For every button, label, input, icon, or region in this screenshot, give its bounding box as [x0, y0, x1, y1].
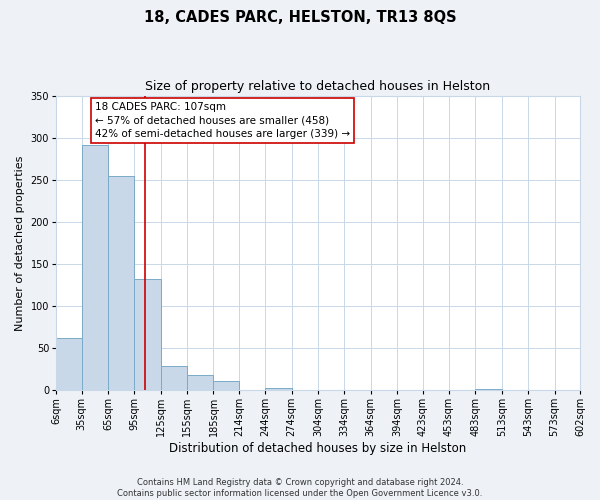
Bar: [187, 375, 214, 390]
X-axis label: Distribution of detached houses by size in Helston: Distribution of detached houses by size …: [169, 442, 467, 455]
Text: 18 CADES PARC: 107sqm
← 57% of detached houses are smaller (458)
42% of semi-det: 18 CADES PARC: 107sqm ← 57% of detached …: [95, 102, 350, 139]
Y-axis label: Number of detached properties: Number of detached properties: [15, 155, 25, 330]
Bar: [56, 338, 82, 390]
Text: Contains HM Land Registry data © Crown copyright and database right 2024.
Contai: Contains HM Land Registry data © Crown c…: [118, 478, 482, 498]
Text: 18, CADES PARC, HELSTON, TR13 8QS: 18, CADES PARC, HELSTON, TR13 8QS: [143, 10, 457, 25]
Bar: [108, 176, 134, 390]
Title: Size of property relative to detached houses in Helston: Size of property relative to detached ho…: [145, 80, 491, 93]
Bar: [214, 381, 239, 390]
Bar: [161, 366, 187, 390]
Bar: [82, 145, 108, 390]
Bar: [134, 279, 161, 390]
Bar: [265, 388, 292, 390]
